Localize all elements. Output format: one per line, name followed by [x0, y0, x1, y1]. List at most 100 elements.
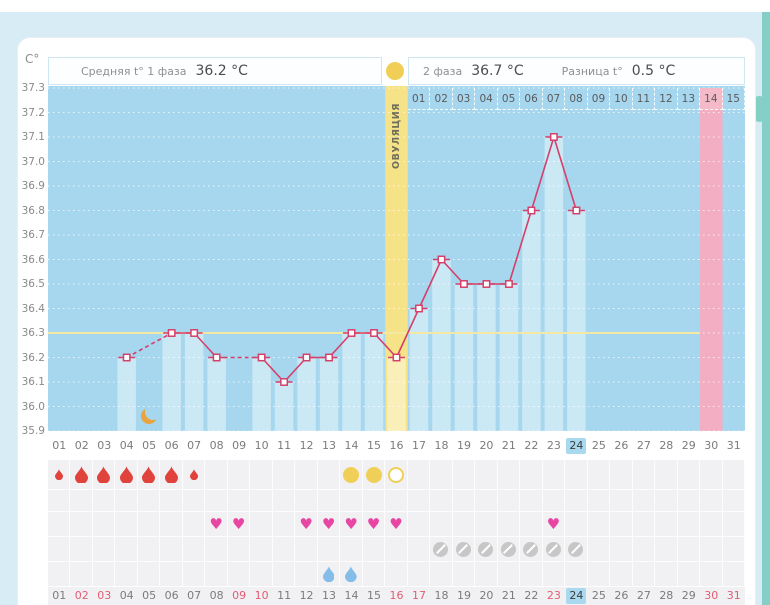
- intimacy-row-cell-24: [565, 512, 588, 537]
- chart-day-label-16[interactable]: 16: [385, 439, 407, 453]
- calendar-day-label-04[interactable]: 04: [115, 589, 137, 603]
- calendar-day-label-29[interactable]: 29: [678, 589, 700, 603]
- chart-day-label-09[interactable]: 09: [228, 439, 250, 453]
- temp-point-day-14[interactable]: [347, 329, 356, 337]
- calendar-day-label-06[interactable]: 06: [160, 589, 182, 603]
- calendar-day-label-14[interactable]: 14: [340, 589, 362, 603]
- calendar-day-label-25[interactable]: 25: [588, 589, 610, 603]
- calendar-day-label-10[interactable]: 10: [250, 589, 272, 603]
- temp-point-day-10[interactable]: [257, 353, 266, 362]
- y-axis-label: 36.2: [21, 351, 45, 364]
- chart-day-label-13[interactable]: 13: [318, 439, 340, 453]
- chart-day-label-12[interactable]: 12: [295, 439, 317, 453]
- chart-day-label-11[interactable]: 11: [273, 439, 295, 453]
- chart-day-label-02[interactable]: 02: [70, 439, 92, 453]
- side-panel-strip[interactable]: [762, 12, 770, 605]
- chart-day-label-23[interactable]: 23: [543, 439, 565, 453]
- chart-day-label-01[interactable]: 01: [48, 439, 70, 453]
- temp-point-day-24[interactable]: [572, 206, 581, 215]
- temp-point-day-17[interactable]: [415, 304, 423, 313]
- y-axis-label: 35.9: [21, 425, 45, 437]
- chart-day-label-06[interactable]: 06: [160, 439, 182, 453]
- calendar-day-label-05[interactable]: 05: [138, 589, 160, 603]
- chart-day-label-18[interactable]: 18: [430, 439, 452, 453]
- chart-day-label-05[interactable]: 05: [138, 439, 160, 453]
- pills-row: [48, 537, 746, 562]
- day-number: 09: [232, 589, 247, 602]
- chart-day-label-21[interactable]: 21: [498, 439, 520, 453]
- chart-day-label-07[interactable]: 07: [183, 439, 205, 453]
- chart-day-label-19[interactable]: 19: [453, 439, 475, 453]
- temp-point-day-19[interactable]: [460, 280, 468, 288]
- calendar-day-label-31[interactable]: 31: [723, 589, 745, 603]
- calendar-day-label-16[interactable]: 16: [385, 589, 407, 603]
- discharge-row-cell-31: [722, 562, 746, 587]
- side-panel-handle-icon[interactable]: [752, 96, 767, 122]
- calendar-day-label-19[interactable]: 19: [453, 589, 475, 603]
- calendar-day-label-12[interactable]: 12: [295, 589, 317, 603]
- chart-day-label-15[interactable]: 15: [363, 439, 385, 453]
- chart-day-label-14[interactable]: 14: [340, 439, 362, 453]
- discharge-row-cell-18: [430, 562, 453, 587]
- temp-point-day-18[interactable]: [437, 255, 446, 264]
- calendar-day-label-02[interactable]: 02: [70, 589, 92, 603]
- pills-row-cell-16: [385, 537, 408, 562]
- calendar-day-label-24[interactable]: 24: [565, 588, 587, 604]
- chart-day-label-26[interactable]: 26: [610, 439, 632, 453]
- temp-point-day-6[interactable]: [167, 329, 176, 337]
- chart-day-label-27[interactable]: 27: [633, 439, 655, 453]
- calendar-day-label-18[interactable]: 18: [430, 589, 452, 603]
- phase2-summary-box: 2 фаза 36.7 °C Разница t° 0.5 °C: [408, 57, 745, 85]
- calendar-day-label-09[interactable]: 09: [228, 589, 250, 603]
- temp-point-day-15[interactable]: [370, 329, 378, 337]
- pills-row-cell-13: [317, 537, 341, 562]
- intimacy-row-cell-28: [655, 512, 678, 537]
- calendar-day-label-07[interactable]: 07: [183, 589, 205, 603]
- temp-point-day-21[interactable]: [504, 280, 513, 288]
- chart-day-label-03[interactable]: 03: [93, 439, 115, 453]
- calendar-day-label-27[interactable]: 27: [633, 589, 655, 603]
- day-number: 18: [434, 439, 449, 452]
- calendar-day-label-01[interactable]: 01: [48, 589, 70, 603]
- temp-point-day-11[interactable]: [280, 378, 289, 386]
- temp-point-day-4[interactable]: [122, 353, 131, 362]
- temp-point-day-12[interactable]: [302, 353, 311, 362]
- chart-day-label-08[interactable]: 08: [205, 439, 227, 453]
- chart-day-label-30[interactable]: 30: [700, 439, 722, 453]
- calendar-day-label-28[interactable]: 28: [655, 589, 677, 603]
- menstruation-row-cell-1: [48, 460, 71, 490]
- empty-row-cell-12: [295, 490, 318, 512]
- chart-day-label-20[interactable]: 20: [475, 439, 497, 453]
- calendar-day-label-11[interactable]: 11: [273, 589, 295, 603]
- calendar-day-label-13[interactable]: 13: [318, 589, 340, 603]
- calendar-day-label-22[interactable]: 22: [520, 589, 542, 603]
- calendar-day-label-23[interactable]: 23: [543, 589, 565, 603]
- temp-point-day-8[interactable]: [212, 353, 221, 362]
- chart-day-label-10[interactable]: 10: [250, 439, 272, 453]
- chart-day-label-17[interactable]: 17: [408, 439, 430, 453]
- chart-day-label-29[interactable]: 29: [678, 439, 700, 453]
- menstruation-row-cell-20: [475, 460, 498, 490]
- chart-day-label-31[interactable]: 31: [723, 439, 745, 453]
- calendar-day-label-08[interactable]: 08: [205, 589, 227, 603]
- calendar-day-label-03[interactable]: 03: [93, 589, 115, 603]
- calendar-day-label-20[interactable]: 20: [475, 589, 497, 603]
- chart-day-label-22[interactable]: 22: [520, 439, 542, 453]
- temp-point-day-20[interactable]: [482, 280, 491, 288]
- temp-point-day-7[interactable]: [190, 329, 199, 337]
- chart-day-label-28[interactable]: 28: [655, 439, 677, 453]
- chart-day-label-24[interactable]: 24: [565, 438, 587, 454]
- chart-day-label-25[interactable]: 25: [588, 439, 610, 453]
- temp-point-day-13[interactable]: [325, 353, 333, 362]
- discharge-row-cell-15: [362, 562, 386, 587]
- temp-point-day-16[interactable]: [392, 353, 401, 362]
- calendar-day-label-17[interactable]: 17: [408, 589, 430, 603]
- temp-point-day-22[interactable]: [527, 206, 536, 215]
- calendar-day-label-26[interactable]: 26: [610, 589, 632, 603]
- calendar-day-label-15[interactable]: 15: [363, 589, 385, 603]
- calendar-day-label-30[interactable]: 30: [700, 589, 722, 603]
- chart-day-label-04[interactable]: 04: [115, 439, 137, 453]
- intimacy-row-cell-20: [475, 512, 498, 537]
- temp-point-day-23[interactable]: [549, 133, 558, 141]
- calendar-day-label-21[interactable]: 21: [498, 589, 520, 603]
